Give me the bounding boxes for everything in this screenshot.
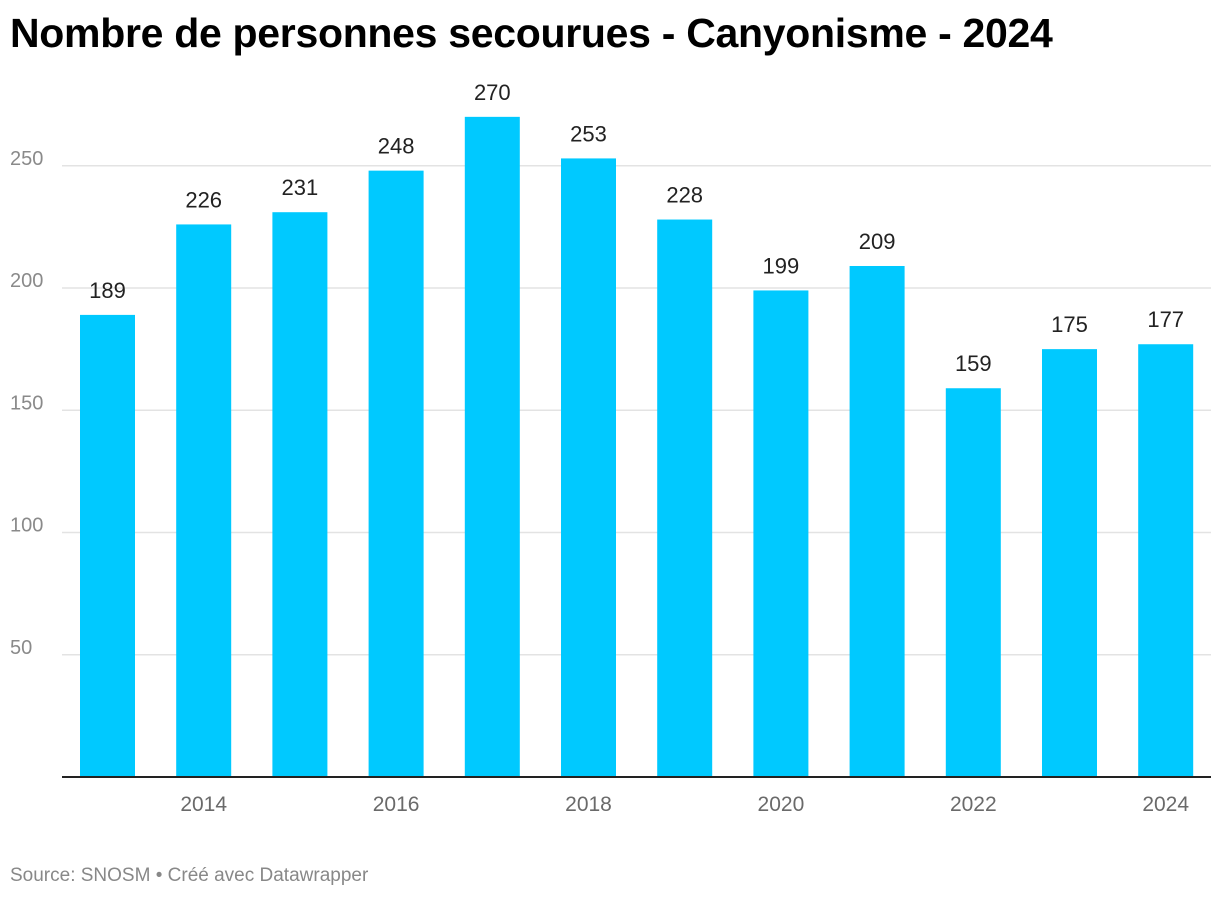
y-axis-ticks: 50 100 150 200 250 [10,148,43,659]
x-tick-label: 2014 [180,793,227,816]
data-label-2013: 189 [89,278,126,303]
bar-2015 [272,212,328,777]
x-tick-label: 2022 [950,793,997,816]
bar-2019 [657,219,713,778]
bar-2024 [1138,344,1194,777]
bar-2018 [561,158,616,778]
chart-title: Nombre de personnes secourues - Canyonis… [10,10,1053,56]
y-tick-label: 200 [10,270,43,292]
bar-2016 [368,170,424,777]
x-axis-ticks: 2014 2016 2018 2020 2022 2024 [180,793,1189,816]
bar-2023 [1042,349,1097,777]
data-labels: 189 226 231 248 270 253 228 199 209 159 175 177 [89,80,1184,376]
x-tick-label: 2024 [1142,793,1189,816]
x-tick-label: 2018 [565,793,612,816]
bar-2013 [80,314,135,777]
source-note: Source: SNOSM • Créé avec Datawrapper [10,865,369,886]
y-tick-label: 100 [10,515,43,537]
y-tick-label: 50 [10,637,32,659]
bar-2021 [849,265,905,777]
bar-2020 [753,290,809,777]
data-label-2023: 175 [1051,312,1088,337]
x-tick-label: 2016 [373,793,420,816]
data-label-2021: 209 [859,229,896,254]
y-tick-label: 150 [10,392,43,414]
data-label-2017: 270 [474,80,511,105]
data-label-2016: 248 [378,134,415,159]
data-label-2020: 199 [763,253,800,278]
bars [80,116,1194,778]
bar-2022 [945,388,1001,777]
data-label-2018: 253 [570,121,607,146]
bar-2014 [176,224,232,777]
data-label-2019: 228 [666,183,703,208]
data-label-2022: 159 [955,351,992,376]
data-label-2015: 231 [282,175,319,200]
y-tick-label: 250 [10,148,43,170]
data-label-2024: 177 [1147,307,1184,332]
data-label-2014: 226 [185,187,222,212]
grid-lines [62,165,1211,656]
x-tick-label: 2020 [758,793,805,816]
bar-2017 [464,116,520,778]
